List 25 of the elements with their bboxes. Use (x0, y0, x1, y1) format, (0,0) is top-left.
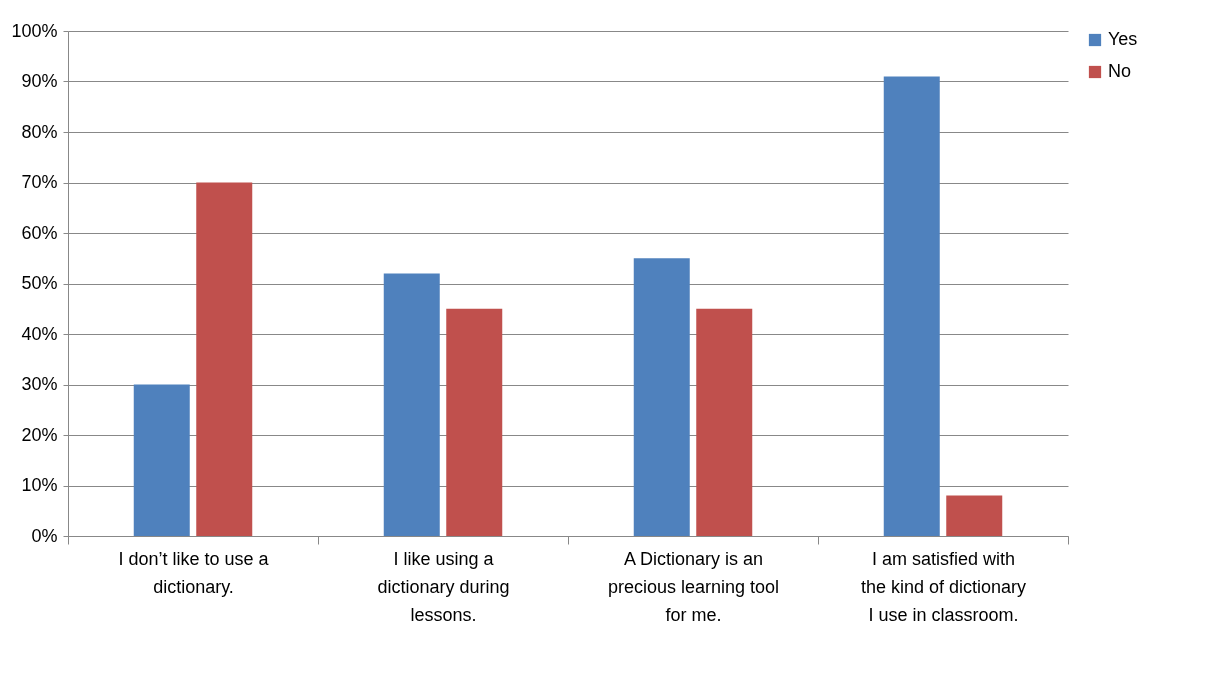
bar (946, 495, 1003, 536)
y-tick-label: 20% (21, 424, 58, 445)
y-tick-label: 90% (21, 71, 58, 91)
y-tick-label: 40% (21, 323, 58, 344)
x-tick-label: I like using a dictionary during lessons. (377, 548, 510, 625)
y-tick-label: 60% (21, 222, 58, 243)
y-tick-label: 80% (21, 121, 58, 142)
bar (633, 258, 690, 536)
bar (446, 308, 503, 536)
x-tick-label: A Dictionary is an precious learning tool for me. (607, 548, 780, 625)
bar (883, 76, 940, 536)
bar (383, 273, 440, 536)
y-tick-label: 30% (21, 374, 58, 394)
bar (196, 182, 253, 536)
y-tick-label: 70% (21, 172, 58, 192)
legend-label: Yes (1108, 29, 1138, 49)
y-tick-label: 100% (11, 20, 58, 41)
legend-label: No (1108, 61, 1132, 81)
x-tick-label: I don’t like to use a dictionary. (118, 548, 270, 597)
y-tick-label: 50% (21, 273, 58, 293)
y-tick-label: 0% (31, 525, 58, 546)
bar (696, 308, 753, 536)
y-tick-label: 10% (21, 475, 58, 495)
bar (133, 384, 190, 536)
x-tick-label: I am satisfied with the kind of dictionary I use in classroom. (860, 548, 1027, 625)
